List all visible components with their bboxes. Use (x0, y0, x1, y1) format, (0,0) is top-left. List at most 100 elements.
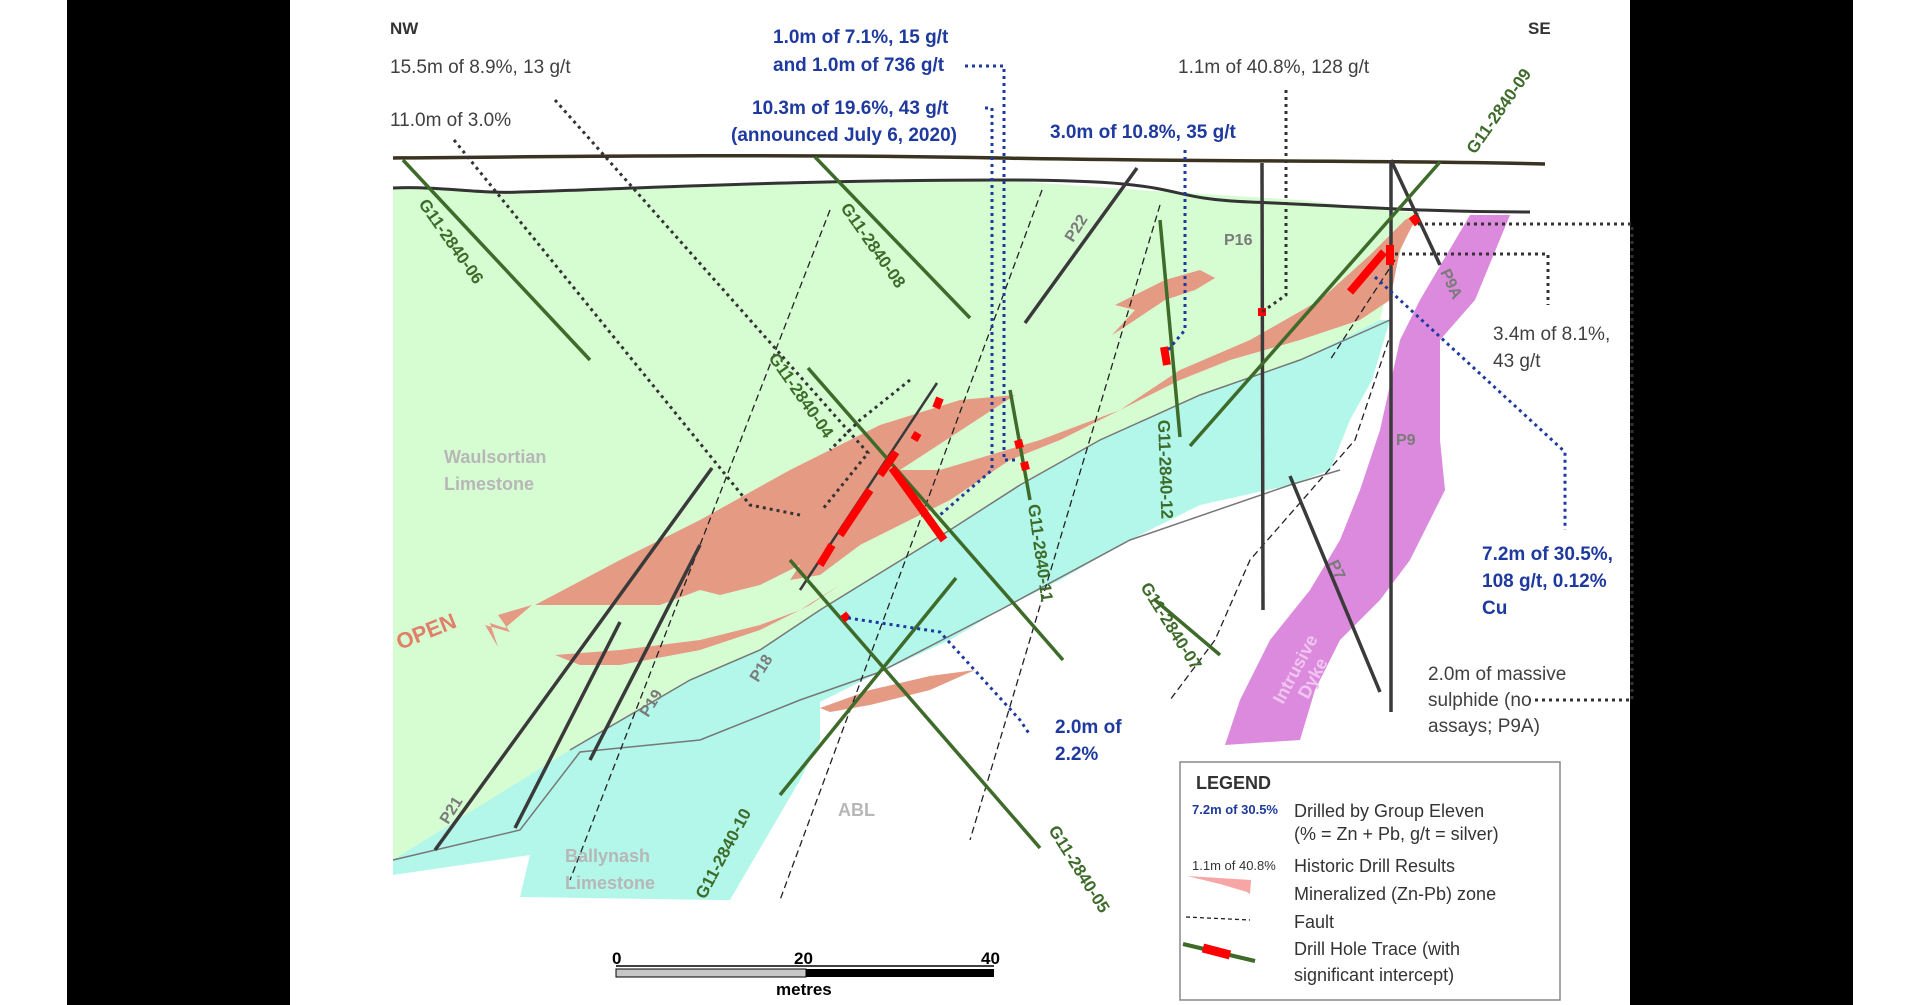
historic-leader-lines (452, 90, 1634, 702)
scale-tick-20: 20 (794, 949, 813, 968)
scale-bar-dark (806, 969, 994, 977)
annotation-historic: sulphide (no (1428, 690, 1532, 711)
g11-drill-holes (401, 155, 1442, 850)
drill-hole-g11-2840-04 (806, 366, 1065, 662)
annotation-g11: 1.0m of 7.1%, 15 g/t (773, 27, 949, 48)
leader-2-0m-massive (1418, 222, 1634, 702)
legend-sample-historic: 1.1m of 40.8% (1192, 858, 1276, 873)
direction-se: SE (1528, 19, 1551, 38)
historic-drill-holes (433, 159, 1442, 852)
fault (969, 204, 1161, 841)
intercept (932, 396, 944, 410)
topographic-surface (392, 153, 1546, 166)
legend-label: significant intercept) (1294, 965, 1454, 985)
annotation-historic: 3.4m of 8.1%, (1493, 324, 1610, 345)
intercept (876, 449, 900, 478)
left-letterbox (67, 0, 290, 1005)
unit-label-ballynash: Ballynash (565, 846, 650, 866)
waulsortian-limestone-area (393, 180, 1415, 875)
intercept (816, 542, 836, 568)
intercept (888, 465, 948, 543)
intercept (1014, 439, 1024, 449)
annotation-historic: assays; P9A) (1428, 716, 1540, 737)
geology-units (392, 180, 1510, 900)
unit-label-abl: ABL (838, 800, 875, 820)
scale-bar-light (615, 968, 807, 978)
intercept (836, 487, 874, 538)
scale-tick-40: 40 (981, 949, 1000, 968)
leader-1-1m (1261, 90, 1288, 314)
leader-11-0m (452, 139, 801, 517)
surface-lines (392, 153, 1546, 214)
annotation-g11: 108 g/t, 0.12% (1482, 571, 1607, 592)
intercept (1020, 461, 1030, 471)
leader-3-4m (1395, 252, 1550, 305)
direction-nw: NW (390, 19, 419, 38)
legend-label: Drilled by Group Eleven (1294, 801, 1484, 821)
annotation-g11: Cu (1482, 598, 1507, 619)
drill-hole-p18 (588, 544, 702, 761)
legend-intercept-icon (1201, 943, 1232, 960)
drill-hole-p21 (433, 466, 714, 852)
scale-tick-0: 0 (612, 949, 621, 968)
drill-hole-g11-2840-06 (401, 158, 592, 362)
drill-hole-g11-2840-12 (1158, 219, 1182, 438)
drill-hole-g11-2840-05 (788, 558, 1042, 850)
legend-label: Mineralized (Zn-Pb) zone (1294, 884, 1496, 904)
hole-label-g11-2840-12: G11-2840-12 (1154, 419, 1176, 519)
intercept (910, 431, 922, 442)
annotation-g11: and 1.0m of 736 g/t (773, 55, 945, 76)
annotation-historic: 11.0m of 3.0% (390, 110, 511, 131)
hole-label-p7: P7 (1324, 558, 1348, 583)
hole-label-p9: P9 (1396, 432, 1416, 449)
intercept (1346, 249, 1388, 295)
annotation-g11: 7.2m of 30.5%, (1482, 544, 1613, 565)
legend-label: (% = Zn + Pb, g/t = silver) (1294, 824, 1499, 844)
ballynash-limestone-area (393, 320, 1390, 900)
legend-title: LEGEND (1196, 773, 1271, 793)
legend: LEGEND 7.2m of 30.5% Drilled by Group El… (1179, 761, 1561, 1001)
deep-mineralized-lens (820, 670, 975, 712)
annotation-g11: 2.0m of (1055, 717, 1122, 738)
lower-mineralized-lens (555, 585, 840, 665)
hole-label-g11-2840-05: G11-2840-05 (1045, 822, 1114, 916)
legend-label: Drill Hole Trace (with (1294, 939, 1460, 959)
legend-label: Fault (1294, 912, 1334, 932)
drill-hole-p16 (1260, 162, 1265, 611)
intercept (1408, 213, 1422, 227)
open-arrow-icon (485, 605, 532, 647)
g11-leader-lines (847, 64, 1567, 736)
scale-bar: 0 20 40 metres (612, 949, 1000, 999)
annotation-historic: 1.1m of 40.8%, 128 g/t (1178, 57, 1370, 78)
unit-label-waulsortian: Waulsortian (444, 447, 546, 467)
legend-sample-g11: 7.2m of 30.5% (1192, 802, 1278, 817)
drill-hole-p9a (1389, 159, 1442, 266)
significant-intercepts (816, 213, 1422, 623)
scale-unit: metres (776, 980, 832, 999)
fault (1169, 329, 1393, 701)
hole-label-g11-2840-09: G11-2840-09 (1463, 65, 1535, 157)
fault (1329, 259, 1396, 361)
drill-hole-g11-2840-10 (778, 576, 958, 797)
intercept (1160, 346, 1171, 366)
fault (569, 209, 831, 881)
annotation-historic: 15.5m of 8.9%, 13 g/t (390, 57, 571, 78)
hole-label-g11-2840-07: G11-2840-07 (1137, 579, 1206, 673)
leader-04-hist (828, 378, 911, 452)
unit-boundary-lower (392, 469, 1341, 861)
drill-hole-p19 (513, 621, 622, 829)
hole-label-p16: P16 (1224, 232, 1253, 249)
leader-3-0m (1166, 150, 1187, 351)
fault (779, 189, 1043, 901)
annotation-g11: 10.3m of 19.6%, 43 g/t (752, 98, 949, 119)
intercept (839, 611, 852, 623)
drill-hole-p22 (1023, 166, 1139, 325)
annotation-g11: (announced July 6, 2020) (731, 125, 957, 146)
intrusive-dyke-area (1225, 215, 1510, 745)
annotation-historic: 2.0m of massive (1428, 664, 1566, 685)
drill-hole-p7 (1288, 475, 1382, 693)
annotation-historic: 43 g/t (1493, 351, 1541, 372)
faults (569, 189, 1396, 901)
legend-mineralized-swatch-icon (1187, 876, 1251, 894)
